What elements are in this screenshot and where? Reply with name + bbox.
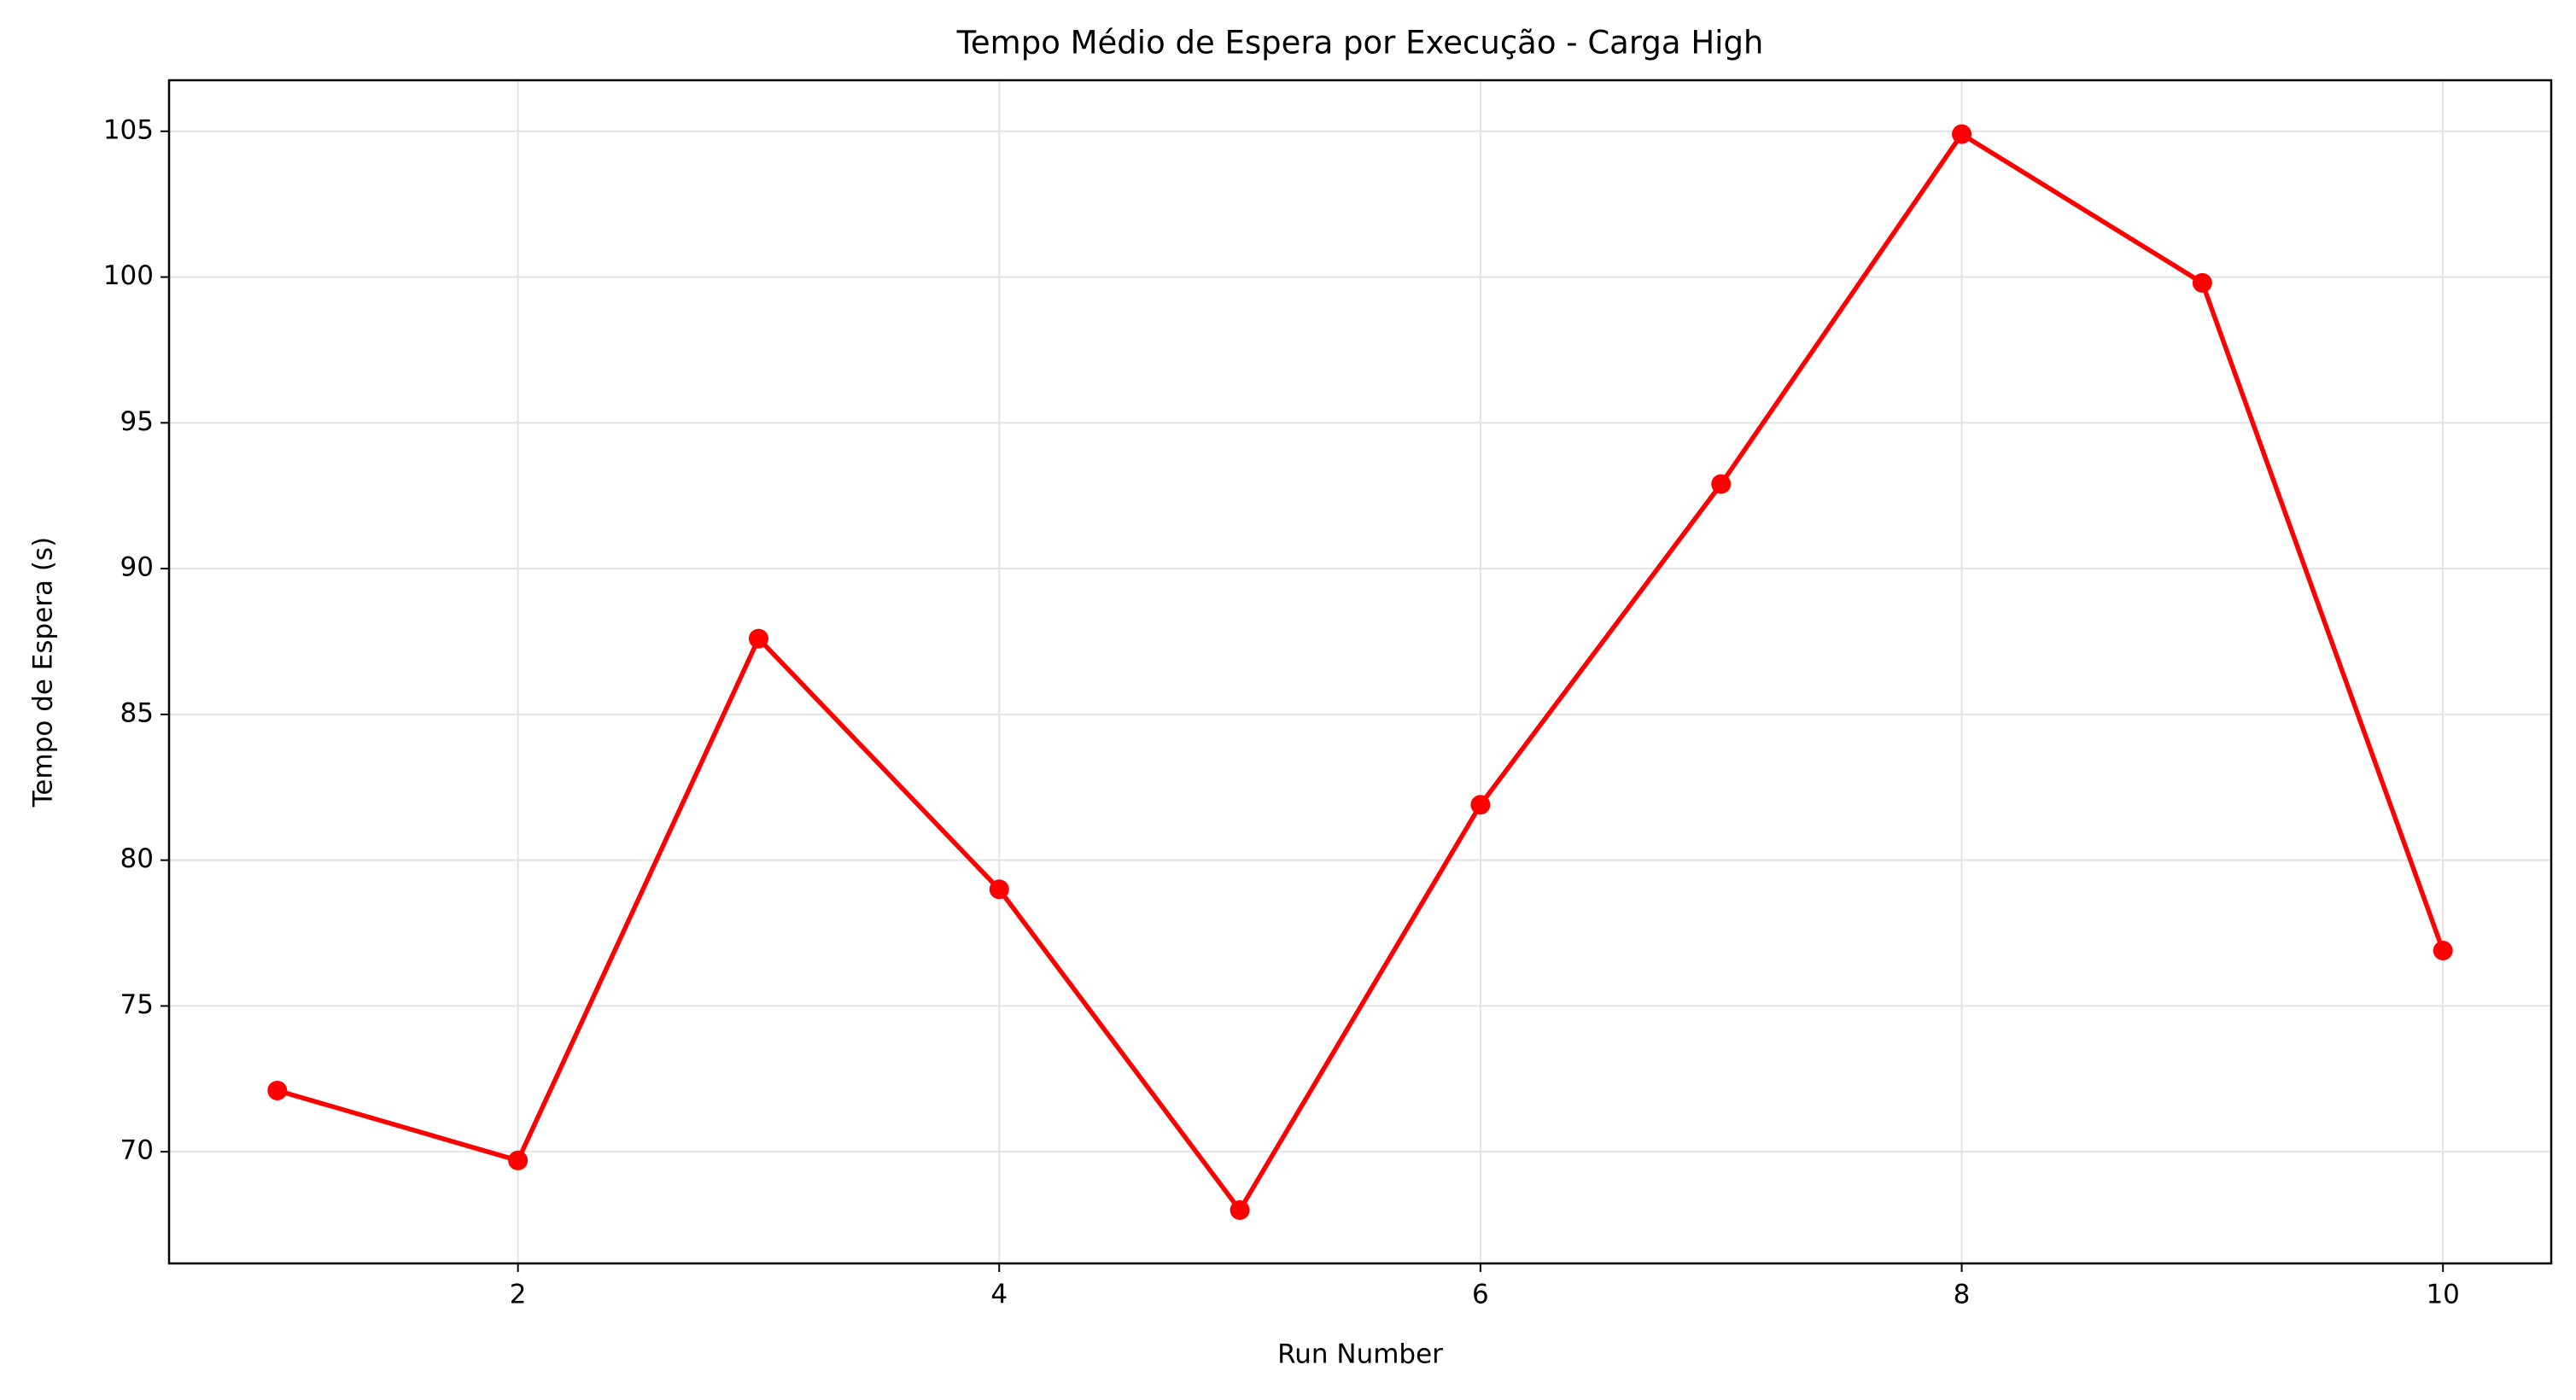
marker <box>989 879 1009 900</box>
marker <box>1952 124 1972 144</box>
line <box>277 131 2445 1213</box>
chart-title: Tempo Médio de Espera por Execução - Car… <box>956 25 1764 61</box>
marker <box>1711 474 1732 494</box>
y-tick-label: 70 <box>120 1135 154 1166</box>
marker <box>508 1150 529 1170</box>
y-axis-label: Tempo de Espera (s) <box>28 537 59 808</box>
x-tick-label: 8 <box>1954 1280 1971 1310</box>
x-tick-label: 4 <box>990 1280 1008 1310</box>
marker <box>1470 795 1491 815</box>
y-tick-label: 85 <box>120 697 154 728</box>
x-tick-label: 6 <box>1472 1280 1489 1310</box>
y-tick-label: 95 <box>120 406 154 437</box>
x-tick-label: 2 <box>510 1280 527 1310</box>
marker <box>748 628 768 649</box>
y-tick-label: 80 <box>120 843 154 874</box>
y-tick-label: 75 <box>120 989 154 1020</box>
x-tick-label: 10 <box>2426 1280 2459 1310</box>
marker <box>1230 1199 1250 1220</box>
marker <box>2433 941 2453 961</box>
marker <box>267 1080 288 1100</box>
y-tick-label: 90 <box>120 552 154 583</box>
plot-frame <box>167 79 2553 1265</box>
x-axis-label: Run Number <box>1277 1339 1443 1370</box>
y-tick-label: 105 <box>103 114 154 145</box>
marker <box>2192 272 2212 293</box>
y-tick-label: 100 <box>103 260 154 291</box>
